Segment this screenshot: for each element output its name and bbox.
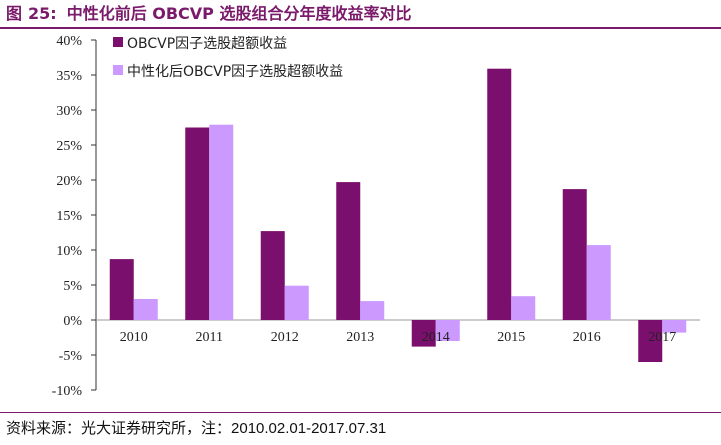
- bar-obcvp-2015: [487, 68, 512, 320]
- y-tick-label: 35%: [56, 69, 82, 84]
- bar-neutralized-2013: [360, 301, 385, 320]
- y-tick-label: -5%: [59, 349, 83, 364]
- bar-neutralized-2017: [662, 320, 687, 333]
- legend-swatch: [113, 37, 123, 47]
- title-divider: [0, 27, 721, 29]
- y-tick-label: 5%: [63, 279, 82, 294]
- legend-swatch: [113, 65, 123, 75]
- bar-obcvp-2017: [638, 320, 663, 362]
- bar-neutralized-2014: [435, 320, 460, 341]
- y-tick-label: 0%: [63, 314, 82, 329]
- figure-label: 图: [6, 4, 23, 23]
- source-divider: [0, 412, 721, 413]
- x-tick-label: 2012: [271, 330, 299, 345]
- x-tick-label: 2010: [120, 330, 148, 345]
- source-note: 2010.02.01-2017.07.31: [231, 420, 387, 437]
- y-axis: 40% 35% 30% 25% 20% 15% 10% 5% 0% -5% -10%: [52, 34, 700, 399]
- bar-neutralized-2011: [209, 124, 234, 320]
- y-tick-label: -10%: [52, 384, 83, 399]
- bar-chart: 40%35%30%25%20%15%10%5%0%-5%-10% 2010 201…: [52, 34, 700, 399]
- y-tick-label: 30%: [56, 104, 82, 119]
- bar-neutralized-2010: [133, 299, 158, 320]
- bars-layer: [109, 68, 687, 362]
- figure-title-text: 中性化前后 OBCVP 选股组合分年度收益率对比: [66, 4, 412, 23]
- figure-title: 图 25: 中性化前后 OBCVP 选股组合分年度收益率对比: [6, 3, 411, 25]
- bar-obcvp-2013: [336, 182, 361, 320]
- x-tick-label: 2013: [346, 330, 374, 345]
- y-tick-label: 10%: [56, 244, 82, 259]
- bar-obcvp-2011: [185, 127, 210, 320]
- y-tick-label: 25%: [56, 139, 82, 154]
- bar-obcvp-2012: [260, 231, 285, 320]
- y-tick-label: 15%: [56, 209, 82, 224]
- bar-obcvp-2014: [411, 320, 436, 347]
- figure-number: 25:: [28, 4, 57, 23]
- x-tick-label: 2014: [422, 330, 450, 345]
- bar-neutralized-2016: [586, 245, 611, 320]
- x-tick-label: 2016: [573, 330, 601, 345]
- x-tick-label: 2011: [196, 330, 223, 345]
- source-prefix: 资料来源：光大证券研究所，注：: [6, 419, 232, 437]
- bar-obcvp-2016: [562, 189, 587, 320]
- x-tick-label: 2017: [648, 330, 676, 345]
- bar-neutralized-2012: [284, 285, 309, 320]
- chart-area: 40% 35% 30% 25% 20% 15% 10% 5% 0% -5% -10% 2010 201…: [0, 30, 721, 410]
- bar-neutralized-2015: [511, 296, 536, 320]
- x-axis-labels: 2010 2011 2012 2013 2014 2015 2016 2017: [120, 330, 677, 345]
- legend-label: OBCVP因子选股超额收益: [127, 36, 287, 52]
- legend-label: 中性化后OBCVP因子选股超额收益: [127, 64, 343, 80]
- bar-obcvp-2010: [109, 259, 134, 320]
- y-tick-label: 40%: [56, 34, 82, 49]
- x-tick-label: 2015: [497, 330, 525, 345]
- y-tick-label: 20%: [56, 174, 82, 189]
- source-line: 资料来源：光大证券研究所，注：2010.02.01-2017.07.31: [6, 417, 386, 438]
